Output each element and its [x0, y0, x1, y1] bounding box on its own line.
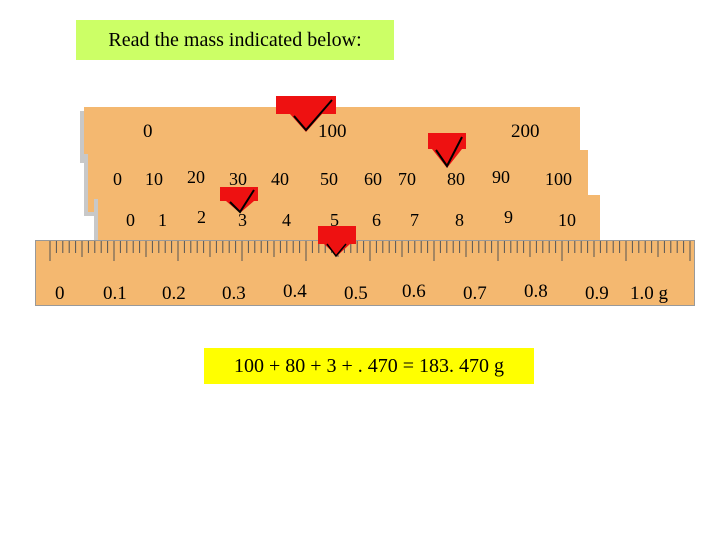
beam-ones-label: 1 — [158, 210, 167, 230]
fine-scale-label: 0.7 — [463, 283, 487, 304]
beam-tens-label: 40 — [271, 169, 289, 189]
answer-box: 100 + 80 + 3 + . 470 = 183. 470 g — [204, 348, 534, 384]
beam-ones-label: 3 — [238, 210, 247, 230]
fine-scale-label: 0.6 — [402, 281, 426, 302]
beam-tens-label: 20 — [187, 167, 205, 187]
prompt-box: Read the mass indicated below: — [76, 20, 394, 60]
rider-hundreds-icon[interactable] — [276, 96, 336, 132]
prompt-text: Read the mass indicated below: — [108, 29, 362, 51]
fine-scale-label: 0.3 — [222, 283, 246, 304]
beam-ones-label: 6 — [372, 210, 381, 230]
fine-scale-label: 0 — [55, 283, 65, 304]
beam-ones-label: 2 — [197, 207, 206, 227]
beam-tens-label: 100 — [545, 169, 572, 189]
beam-tens-label: 60 — [364, 169, 382, 189]
beam-ones-label: 9 — [504, 207, 513, 227]
beam-ones-label: 5 — [330, 210, 339, 230]
beam-hundreds-label-0: 0 — [143, 121, 153, 142]
beam-hundreds-label-200: 200 — [511, 121, 540, 142]
fine-scale-ruler — [35, 240, 695, 306]
beam-ones-label: 4 — [282, 210, 291, 230]
answer-text: 100 + 80 + 3 + . 470 = 183. 470 g — [233, 355, 505, 377]
fine-scale-label: 1.0 g — [630, 283, 668, 304]
beam-tens-label: 50 — [320, 169, 338, 189]
beam-tens-label: 90 — [492, 167, 510, 187]
beam-ones-label: 8 — [455, 210, 464, 230]
beam-ones-label: 10 — [558, 210, 576, 230]
rider-ones-icon[interactable] — [220, 187, 258, 214]
beam-tens-label: 0 — [113, 169, 122, 189]
beam-tens-label: 30 — [229, 169, 247, 189]
beam-hundreds-label-100: 100 — [318, 121, 347, 142]
fine-scale-label: 0.4 — [283, 281, 307, 302]
fine-scale-label: 0.9 — [585, 283, 609, 304]
fine-pointer-icon[interactable] — [318, 226, 356, 258]
fine-scale-label: 0.8 — [524, 281, 548, 302]
fine-scale-label: 0.2 — [162, 283, 186, 304]
beam-ones-label: 7 — [410, 210, 419, 230]
beam-tens-label: 10 — [145, 169, 163, 189]
fine-scale-label: 0.5 — [344, 283, 368, 304]
beam-ones-label: 0 — [126, 210, 135, 230]
rider-tens-icon[interactable] — [428, 133, 466, 168]
beam-tens-label: 70 — [398, 169, 416, 189]
beam-tens-label: 80 — [447, 169, 465, 189]
fine-scale-label: 0.1 — [103, 283, 127, 304]
